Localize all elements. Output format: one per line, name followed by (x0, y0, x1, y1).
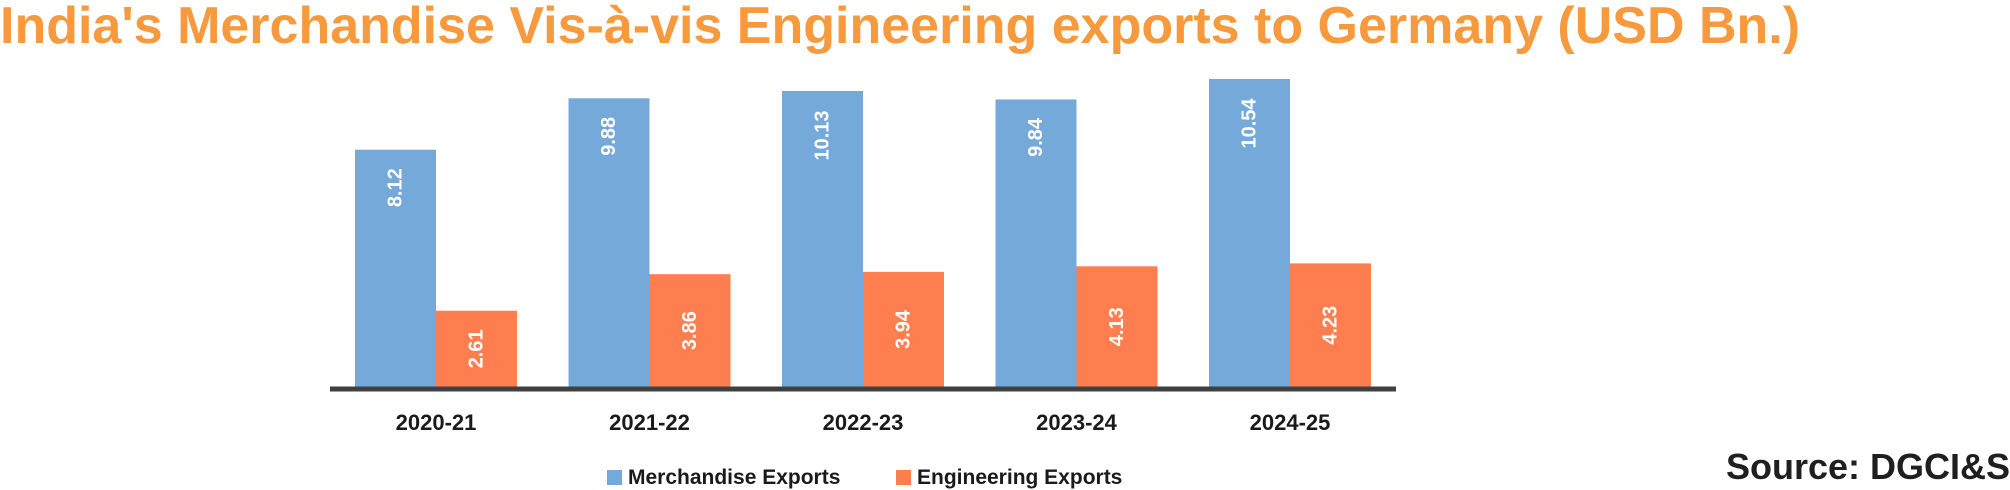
data-label-engineering-exports-2021-22: 3.86 (679, 311, 701, 350)
data-label-engineering-exports-2024-25: 4.23 (1320, 306, 1342, 345)
data-labels-layer: 8.12 2.61 9.88 3.86 10.13 3.94 9.84 4.13 10.54 4.… (385, 98, 1342, 369)
data-label-merchandise-exports-2023-24: 9.84 (1025, 117, 1047, 157)
x-tick-label-2023-24: 2023-24 (1036, 410, 1118, 435)
chart-title: India's Merchandise Vis-à-vis Engineerin… (0, 0, 1801, 55)
bar-merchandise-exports-2020-21 (355, 149, 436, 387)
source-note: Source: DGCI&S (1725, 446, 2010, 487)
bar-engineering-exports-2022-23 (863, 271, 944, 387)
legend-swatch-merchandise-exports (607, 470, 622, 485)
bar-engineering-exports-2023-24 (1076, 266, 1158, 387)
bar-merchandise-exports-2021-22 (568, 98, 650, 387)
x-tick-labels: 2020-21 2021-22 2022-23 2023-24 2024-25 (396, 410, 1331, 435)
legend: Merchandise Exports Engineering Exports (607, 466, 1122, 489)
bar-merchandise-exports-2024-25 (1209, 79, 1290, 387)
bar-merchandise-exports-2023-24 (995, 99, 1077, 387)
data-label-merchandise-exports-2024-25: 10.54 (1239, 98, 1261, 149)
legend-swatch-engineering-exports (896, 470, 911, 485)
data-label-merchandise-exports-2022-23: 10.13 (812, 110, 834, 160)
x-tick-label-2024-25: 2024-25 (1250, 410, 1331, 435)
data-label-engineering-exports-2020-21: 2.61 (466, 329, 488, 368)
bar-engineering-exports-2020-21 (436, 310, 517, 387)
data-label-merchandise-exports-2020-21: 8.12 (385, 168, 407, 207)
bar-engineering-exports-2021-22 (649, 274, 731, 387)
x-tick-label-2020-21: 2020-21 (396, 410, 477, 435)
x-tick-label-2021-22: 2021-22 (609, 410, 690, 435)
data-label-engineering-exports-2023-24: 4.13 (1106, 307, 1128, 346)
data-label-merchandise-exports-2021-22: 9.88 (598, 117, 620, 156)
legend-label-merchandise-exports: Merchandise Exports (628, 466, 840, 489)
bar-engineering-exports-2024-25 (1290, 263, 1371, 387)
data-label-engineering-exports-2022-23: 3.94 (893, 309, 915, 349)
bar-merchandise-exports-2022-23 (782, 90, 863, 388)
legend-label-engineering-exports: Engineering Exports (917, 466, 1122, 489)
x-tick-label-2022-23: 2022-23 (823, 410, 904, 435)
bars-layer (355, 79, 1371, 388)
